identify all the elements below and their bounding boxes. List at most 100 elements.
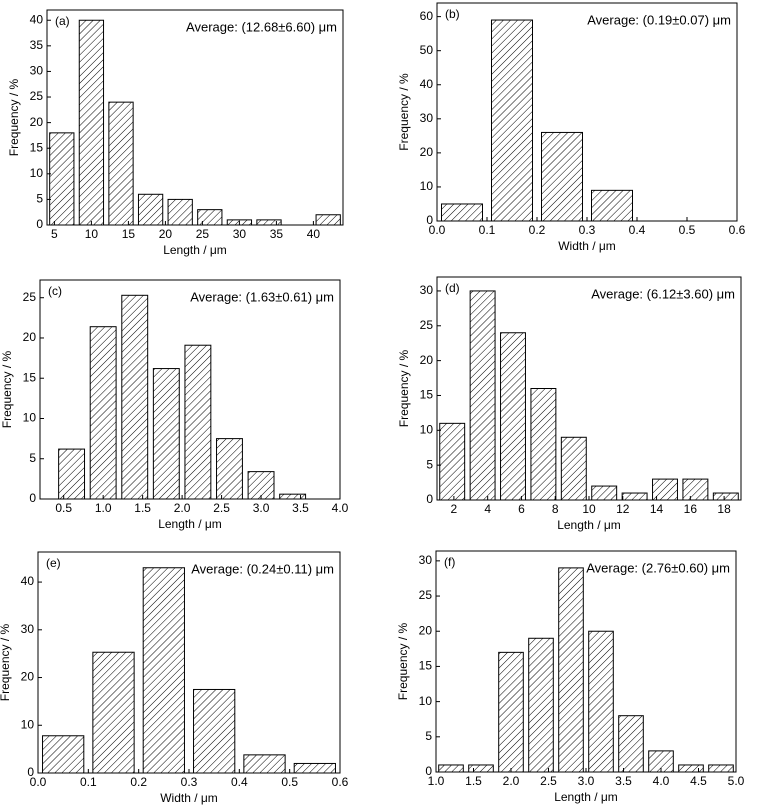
x-axis-label: Width / μm: [160, 791, 218, 805]
x-tick-label: 0.2: [529, 223, 546, 237]
bar: [256, 219, 282, 226]
annotation: Average: (0.19±0.07) μm: [587, 12, 731, 27]
y-tick-label: 30: [420, 283, 434, 297]
y-tick-label: 25: [420, 318, 434, 332]
y-tick-label: 5: [36, 192, 43, 206]
x-tick-label: 6: [518, 502, 525, 516]
bar: [137, 193, 164, 226]
bar: [58, 448, 86, 500]
bar: [498, 651, 524, 773]
plot-frame: [436, 2, 738, 222]
bar: [279, 493, 307, 500]
bar: [500, 332, 526, 501]
x-tick-label: 0.5: [55, 501, 72, 515]
x-tick-label: 40: [307, 227, 321, 241]
y-axis-label: Frequency / %: [397, 349, 411, 427]
x-tick-label: 0.0: [429, 223, 446, 237]
annotation: Average: (2.76±0.60) μm: [586, 560, 730, 575]
bar: [247, 471, 275, 500]
annotation: Average: (1.63±0.61) μm: [190, 289, 334, 304]
y-tick-label: 40: [420, 77, 434, 91]
y-tick-label: 0: [29, 491, 36, 505]
bar: [678, 764, 704, 773]
bar: [438, 764, 464, 773]
x-tick-label: 20: [159, 227, 173, 241]
y-tick-label: 0: [426, 492, 433, 506]
panel: 0 5 10 15 20 25 30 2 4 6 8 10 12 14 16 18 Length / μm Fre…: [397, 276, 742, 532]
x-tick-label: 12: [616, 502, 630, 516]
bar: [42, 735, 85, 774]
y-tick-label: 5: [29, 451, 36, 465]
y-tick-label: 0: [36, 217, 43, 231]
y-tick-label: 10: [420, 179, 434, 193]
y-tick-label: 20: [21, 670, 35, 684]
bar: [315, 214, 341, 226]
y-axis-label: Frequency / %: [7, 78, 21, 156]
x-tick-label: 8: [552, 502, 559, 516]
panel-label: (b): [445, 7, 460, 21]
x-tick-label: 0.6: [729, 223, 746, 237]
panel-label: (d): [445, 281, 460, 295]
y-tick-label: 20: [420, 353, 434, 367]
x-tick-label: 1.0: [95, 501, 112, 515]
bar: [591, 189, 633, 222]
y-axis-label: Frequency / %: [0, 350, 14, 428]
y-tick-label: 15: [30, 140, 44, 154]
x-tick-label: 0.6: [332, 775, 349, 789]
y-tick-label: 50: [420, 43, 434, 57]
bar: [108, 101, 134, 226]
bar: [541, 131, 583, 222]
bar: [293, 762, 336, 774]
y-axis-label: Frequency / %: [397, 73, 411, 151]
x-axis-label: Length / μm: [158, 517, 222, 531]
y-tick-label: 25: [30, 89, 44, 103]
y-tick-label: 15: [23, 370, 37, 384]
x-tick-label: 3.0: [253, 501, 270, 515]
x-tick-label: 2: [451, 502, 458, 516]
x-tick-label: 2.5: [213, 501, 230, 515]
y-tick-label: 20: [30, 115, 44, 129]
bar: [618, 715, 644, 773]
y-tick-label: 60: [420, 9, 434, 23]
x-tick-label: 4.0: [332, 501, 349, 515]
x-tick-label: 15: [122, 227, 136, 241]
panel: 0 10 20 30 40 0.0 0.1 0.2 0.3 0.4 0.5 0.6 Width / μm…: [0, 551, 349, 805]
bar: [682, 478, 709, 501]
y-tick-label: 0: [426, 213, 433, 227]
bar: [468, 764, 494, 773]
plot-frame: [435, 550, 737, 773]
panel: 0 10 20 30 40 50 60 0.0 0.1 0.2 0.3 0.4 0.5 0.6 Width …: [397, 2, 746, 253]
x-tick-label: 2.0: [174, 501, 191, 515]
x-tick-label: 5: [51, 227, 58, 241]
x-tick-label: 1.5: [134, 501, 151, 515]
y-tick-label: 30: [21, 622, 35, 636]
x-tick-label: 16: [684, 502, 698, 516]
x-tick-label: 18: [717, 502, 731, 516]
x-tick-label: 10: [85, 227, 99, 241]
x-tick-label: 3.5: [292, 501, 309, 515]
panel-label: (e): [46, 556, 61, 570]
x-axis-label: Length / μm: [554, 790, 618, 804]
bar: [469, 290, 496, 501]
bar: [558, 567, 584, 773]
y-tick-label: 30: [420, 111, 434, 125]
y-axis-label: Frequency / %: [0, 623, 12, 701]
x-tick-label: 5.0: [728, 774, 745, 788]
x-tick-label: 0.0: [30, 775, 47, 789]
y-tick-label: 40: [30, 12, 44, 26]
y-tick-label: 20: [23, 330, 37, 344]
x-tick-label: 10: [582, 502, 596, 516]
x-tick-label: 0.5: [679, 223, 696, 237]
panel-label: (f): [444, 555, 455, 569]
x-tick-label: 1.0: [428, 774, 445, 788]
bar: [708, 764, 734, 773]
x-tick-label: 1.5: [465, 774, 482, 788]
panel-label: (c): [48, 284, 62, 298]
x-tick-label: 4.0: [653, 774, 670, 788]
y-tick-label: 15: [419, 659, 433, 673]
y-tick-label: 10: [21, 717, 35, 731]
bar: [167, 198, 193, 226]
y-tick-label: 25: [23, 290, 37, 304]
